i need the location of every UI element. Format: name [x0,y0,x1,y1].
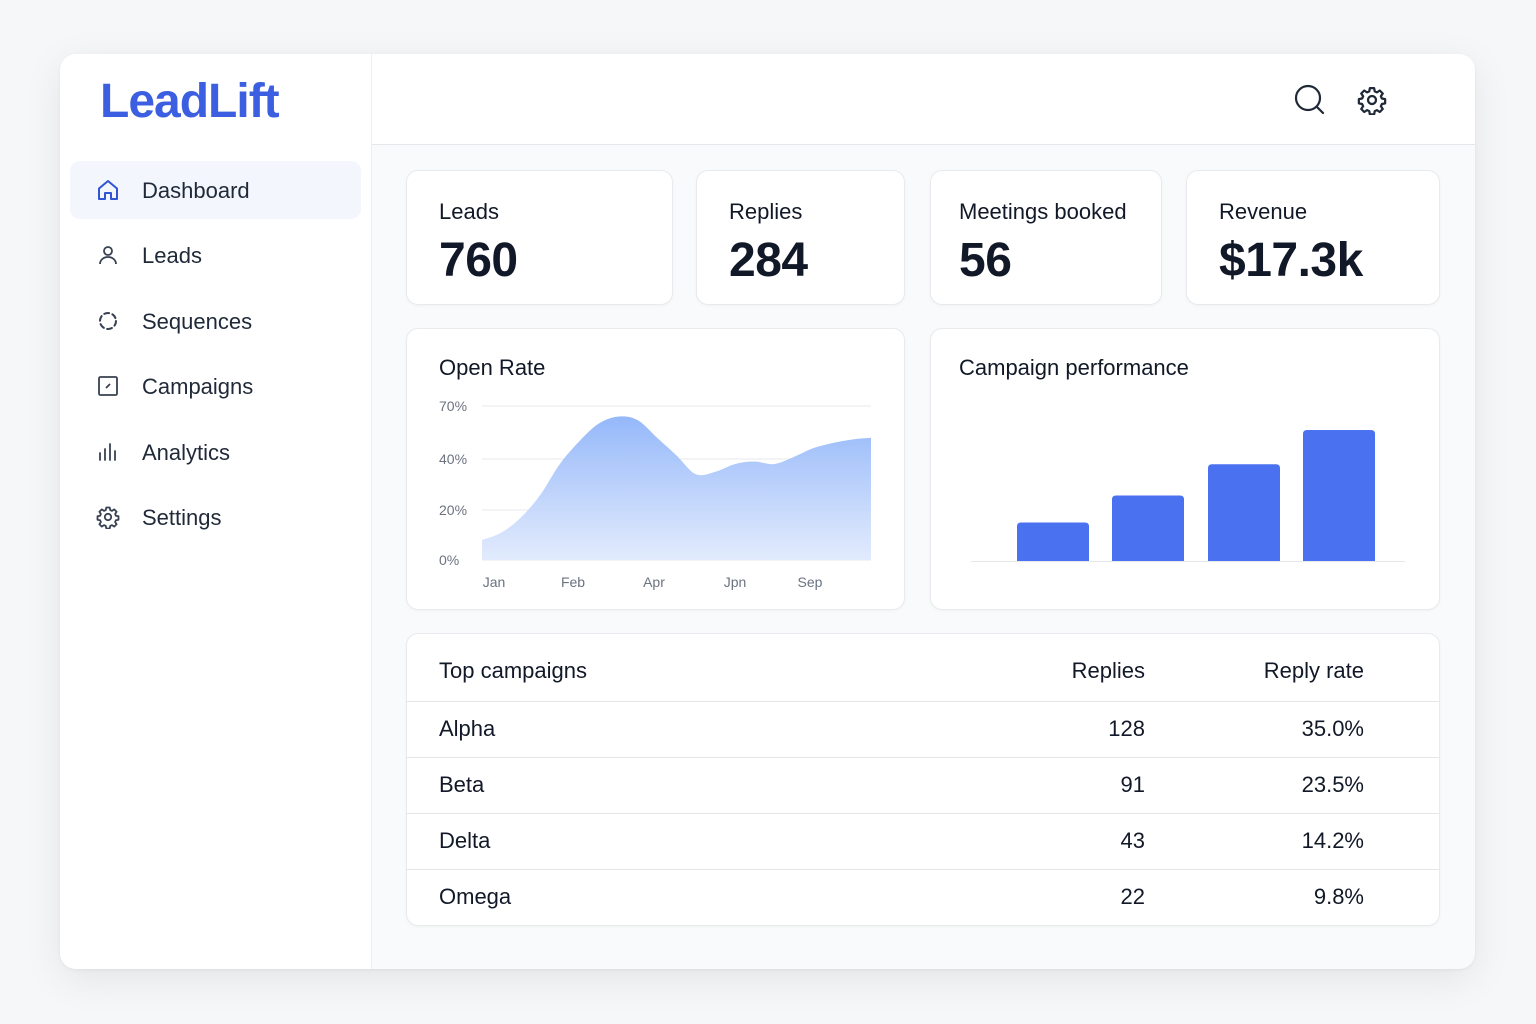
sidebar-nav: Dashboard Leads Sequences Campaigns [70,161,361,553]
campaign-name: Omega [439,884,512,909]
y-tick-label: 0% [439,552,459,568]
campaign-performance-card: Campaign performance [930,328,1440,610]
campaign-bar[interactable] [1208,464,1280,561]
sidebar-item-label: Sequences [142,308,253,334]
top-bar [372,54,1475,145]
campaign-performance-title: Campaign performance [959,355,1189,380]
table-row[interactable]: Alpha 128 35.0% [407,702,1439,758]
campaign-reply-rate: 14.2% [1301,828,1364,853]
campaign-replies: 22 [1120,884,1145,909]
stat-value: 56 [959,234,1012,287]
campaign-reply-rate: 35.0% [1301,716,1364,741]
sidebar-item-dashboard[interactable]: Dashboard [70,161,361,219]
home-icon [96,178,120,202]
campaign-bar[interactable] [1112,495,1184,562]
sidebar-item-label: Leads [142,243,202,269]
sidebar-item-analytics[interactable]: Analytics [70,423,361,481]
sidebar-item-label: Settings [142,504,222,530]
open-rate-area [482,416,871,560]
stat-label: Leads [439,199,499,224]
y-tick-label: 40% [439,451,467,467]
campaign-reply-rate: 23.5% [1301,772,1364,797]
table-row[interactable]: Delta 43 14.2% [407,814,1439,870]
campaign-reply-rate: 9.8% [1313,884,1364,909]
campaign-replies: 43 [1120,828,1145,853]
campaign-square-icon [96,374,120,398]
sidebar-item-settings[interactable]: Settings [70,488,361,546]
open-rate-chart: 0% 20% 40% 70% Jan Feb Apr Jpn Sep [439,398,871,590]
gear-icon[interactable] [1354,82,1390,118]
x-tick-label: Feb [561,574,585,590]
open-rate-title: Open Rate [439,355,546,380]
stat-value: 284 [729,234,808,287]
x-tick-label: Jan [483,574,506,590]
x-tick-label: Jpn [724,574,747,590]
column-header-reply-rate[interactable]: Reply rate [1263,658,1364,683]
campaign-replies: 128 [1108,716,1145,741]
stat-value: 760 [439,234,518,287]
sidebar-item-sequences[interactable]: Sequences [70,292,361,350]
stat-card-leads[interactable]: Leads 760 [406,170,673,305]
user-icon [96,243,120,267]
x-tick-label: Apr [643,574,665,590]
campaign-performance-chart [971,430,1405,562]
column-header-campaign[interactable]: Top campaigns [439,658,587,683]
campaign-name: Alpha [439,716,496,741]
stat-label: Replies [729,199,803,224]
gear-icon [96,505,120,529]
sidebar-item-label: Campaigns [142,374,254,400]
sidebar-item-campaigns[interactable]: Campaigns [70,357,361,415]
sidebar-item-label: Dashboard [142,178,250,203]
app-window: LeadLift Dashboard Leads Sequences [60,54,1475,969]
y-tick-label: 70% [439,398,467,414]
campaign-name: Delta [439,828,491,853]
stat-value: $17.3k [1219,234,1363,287]
campaign-bar[interactable] [1017,522,1089,561]
sidebar-item-leads[interactable]: Leads [70,226,361,284]
x-tick-label: Sep [798,574,823,590]
stat-label: Meetings booked [959,199,1127,224]
campaign-replies: 91 [1120,772,1145,797]
stat-card-meetings-booked[interactable]: Meetings booked 56 [930,170,1162,305]
table-header: Top campaigns Replies Reply rate [407,634,1439,702]
top-campaigns-table: Top campaigns Replies Reply rate Alpha 1… [406,633,1440,926]
column-header-replies[interactable]: Replies [1071,658,1145,683]
sidebar-item-label: Analytics [142,439,231,465]
y-tick-label: 20% [439,502,467,518]
table-row[interactable]: Beta 91 23.5% [407,758,1439,814]
table-row[interactable]: Omega 22 9.8% [407,870,1439,926]
app-logo[interactable]: LeadLift [100,75,280,128]
sidebar: LeadLift Dashboard Leads Sequences [60,54,372,969]
stat-label: Revenue [1219,199,1308,224]
campaign-bar[interactable] [1303,430,1375,561]
bar-chart-icon [96,440,120,464]
stat-card-revenue[interactable]: Revenue $17.3k [1186,170,1440,305]
stat-card-replies[interactable]: Replies 284 [696,170,905,305]
search-icon[interactable] [1292,82,1328,118]
sequence-loop-icon [96,309,120,333]
campaign-name: Beta [439,772,485,797]
open-rate-card: Open Rate 0% 20% 40% 70% Jan Feb Apr Jpn Sep [406,328,905,610]
